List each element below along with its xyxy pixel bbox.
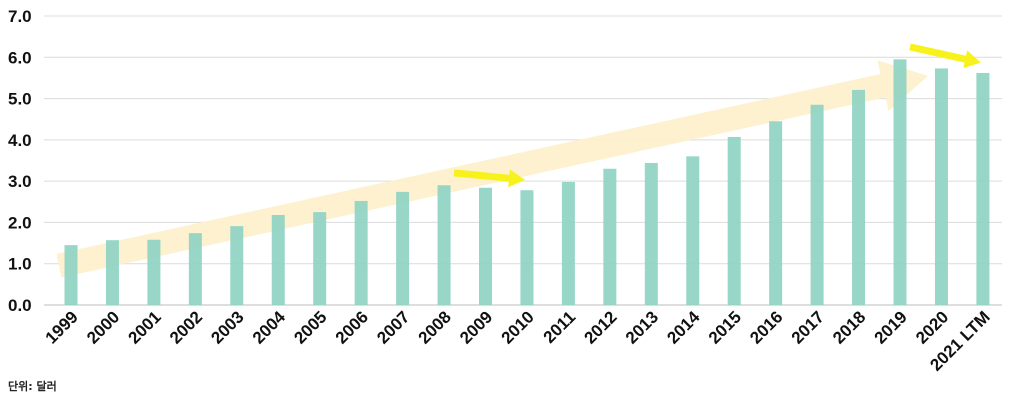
y-tick-label: 4.0 (8, 131, 32, 150)
bar (354, 200, 368, 305)
bar (230, 226, 244, 305)
bar (976, 72, 990, 305)
x-tick-label: 2018 (829, 307, 869, 347)
x-tick-label: 2002 (166, 307, 206, 347)
bar (520, 190, 534, 305)
bar (437, 185, 451, 305)
x-tick-label: 2019 (871, 307, 911, 347)
y-tick-label: 5.0 (8, 90, 32, 109)
x-tick-label: 2011 (540, 307, 580, 347)
bar (934, 68, 948, 305)
x-tick-label: 2006 (332, 307, 372, 347)
bar (603, 168, 617, 305)
x-tick-label: 2016 (746, 307, 786, 347)
bar (313, 212, 327, 305)
y-axis: 0.0 1.0 2.0 3.0 4.0 5.0 6.0 7.0 (8, 7, 32, 315)
bar (188, 233, 202, 305)
bar (271, 214, 285, 305)
bar (64, 245, 78, 305)
bar (852, 89, 866, 305)
x-tick-label: 2004 (249, 307, 290, 348)
x-tick-label: 2013 (622, 307, 662, 347)
highlight-arrow-layer (453, 43, 981, 188)
x-tick-label: 2001 (125, 307, 165, 347)
bar (727, 136, 741, 305)
x-tick-label: 2014 (663, 307, 704, 348)
x-tick-label: 2005 (290, 307, 330, 347)
highlight-arrow (909, 43, 981, 68)
x-tick-label: 2000 (83, 307, 123, 347)
x-tick-label: 2012 (580, 307, 620, 347)
bars (64, 59, 990, 306)
y-tick-label: 3.0 (8, 172, 32, 191)
x-axis: 1999 2000 2001 2002 2003 2004 2005 2006 2007 2008… (42, 307, 994, 375)
trend-arrow-layer (56, 60, 929, 278)
highlight-arrow (453, 169, 525, 188)
x-tick-label: 2017 (788, 307, 828, 347)
x-tick-label: 2015 (705, 307, 745, 347)
x-tick-label: 2008 (415, 307, 455, 347)
bar (105, 240, 119, 305)
bar (479, 187, 492, 305)
bar (147, 239, 161, 305)
long-trend-arrow (56, 60, 929, 278)
y-tick-label: 7.0 (8, 7, 32, 26)
bar (893, 59, 907, 305)
y-tick-label: 0.0 (8, 296, 32, 315)
bar (686, 156, 700, 305)
x-tick-label: 2007 (373, 307, 413, 347)
x-tick-label: 2010 (498, 307, 538, 347)
x-tick-label: 2009 (456, 307, 496, 347)
y-tick-label: 1.0 (8, 255, 32, 274)
x-tick-label: 1999 (42, 307, 82, 347)
bar (810, 104, 824, 305)
unit-note: 단위: 달러 (8, 380, 57, 393)
y-tick-label: 6.0 (8, 48, 32, 67)
y-tick-label: 2.0 (8, 213, 32, 232)
x-tick-label: 2003 (207, 307, 247, 347)
bar (644, 162, 658, 305)
bar (769, 121, 783, 306)
bar (396, 191, 410, 305)
bar (561, 181, 575, 305)
